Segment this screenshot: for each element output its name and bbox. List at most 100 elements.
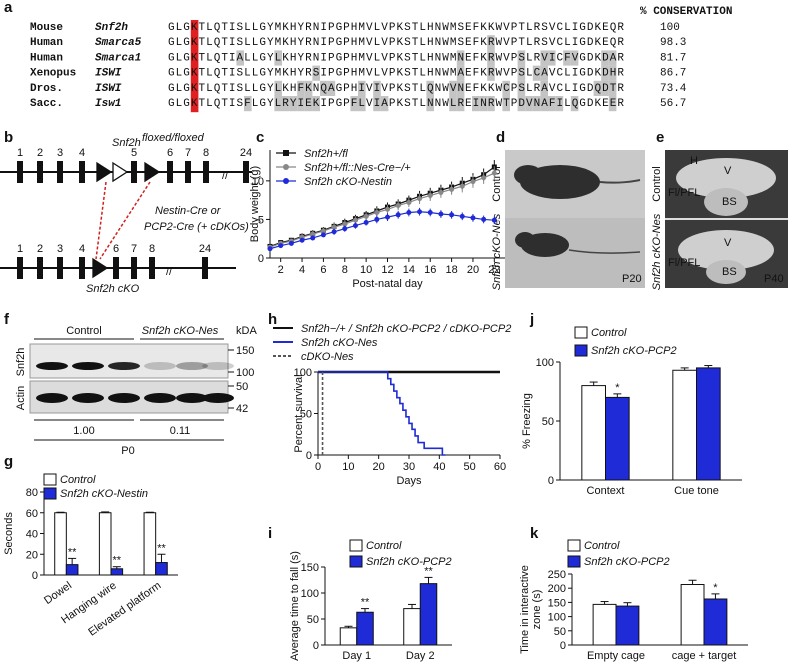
y-tick-label: 20 <box>26 549 38 561</box>
diff-shade <box>380 96 389 112</box>
marker-label: 150 <box>236 345 254 357</box>
y-tick-label: 0 <box>548 475 554 487</box>
y-tick-label: 0 <box>560 640 566 652</box>
conservation: 100 <box>660 22 680 34</box>
bar <box>419 583 438 646</box>
point <box>363 213 369 219</box>
y-tick-label: 0 <box>306 450 312 462</box>
diff-shade <box>548 96 556 112</box>
x-tick-label: 20 <box>467 264 479 276</box>
x-tick-label: 10 <box>342 461 354 473</box>
diff-shade <box>456 96 465 112</box>
y-tick-label: 10 <box>252 176 264 188</box>
y-tick-label: 5 <box>258 214 264 226</box>
band <box>176 362 208 370</box>
bar <box>403 608 421 646</box>
loxp <box>96 161 113 183</box>
panel-letter: a <box>4 0 13 16</box>
point <box>491 217 497 223</box>
exon-number: 1 <box>17 147 23 159</box>
diff-shade <box>570 50 579 66</box>
significance: ** <box>424 565 433 577</box>
legend-label: Snf2h cKO-PCP2 <box>591 345 677 357</box>
exon <box>131 257 137 279</box>
point <box>449 186 455 192</box>
legend-label: Control <box>591 327 627 339</box>
region-label: V <box>724 237 732 249</box>
y-axis-label: Average time to fall (s) <box>289 551 301 661</box>
band <box>72 393 104 403</box>
bar <box>356 611 374 646</box>
photo-label: Snf2h cKO-Nes <box>651 213 663 290</box>
diff-shade <box>282 96 290 112</box>
species: Human <box>30 37 63 49</box>
significance: ** <box>157 542 166 554</box>
x-tick-label: 12 <box>381 264 393 276</box>
x-axis-label: Post-natal day <box>352 278 423 290</box>
band <box>36 362 68 370</box>
region-label: Fl/PFL <box>668 187 700 199</box>
band <box>202 393 234 403</box>
point <box>395 212 401 218</box>
diff-shade <box>608 65 617 81</box>
legend-label: Control <box>584 540 620 552</box>
point <box>288 240 294 246</box>
point <box>427 193 433 199</box>
allele-sup: floxed/floxed <box>142 132 205 144</box>
legend-marker <box>283 178 289 184</box>
significance: * <box>713 582 718 594</box>
y-tick-label: 0 <box>313 640 319 652</box>
x-tick-label: 6 <box>320 264 326 276</box>
point <box>331 229 337 235</box>
legend-label: Snf2h cKO-PCP2 <box>366 556 452 568</box>
species: Dros. <box>30 83 63 95</box>
exon <box>167 161 173 183</box>
region-label: V <box>724 165 732 177</box>
diff-shade <box>525 96 533 112</box>
exon <box>113 257 119 279</box>
exon-number: 6 <box>113 243 119 255</box>
diff-shade <box>456 65 465 81</box>
panel-letter: k <box>530 525 539 542</box>
diff-shade <box>358 80 366 96</box>
legend-label: Snf2h+/fl <box>304 148 348 160</box>
ko-label: Snf2h cKO <box>86 283 140 295</box>
x-tick-label: 10 <box>360 264 372 276</box>
point <box>470 179 476 185</box>
diff-shade <box>449 80 457 96</box>
loxp <box>92 257 109 279</box>
group-label: Control <box>66 325 101 337</box>
diff-shade <box>570 96 579 112</box>
band <box>176 393 208 403</box>
x-tick-label: 22 <box>488 264 500 276</box>
photo-e <box>665 150 788 288</box>
x-tick-label: 16 <box>424 264 436 276</box>
x-tick-label: 2 <box>278 264 284 276</box>
diff-shade <box>540 96 548 112</box>
band <box>144 362 176 370</box>
x-tick-label: Empty cage <box>587 650 645 662</box>
exon-number: 24 <box>199 243 211 255</box>
point <box>449 212 455 218</box>
point <box>395 203 401 209</box>
diff-shade <box>274 80 282 96</box>
point <box>267 246 273 252</box>
point <box>342 221 348 227</box>
diff-shade <box>320 80 328 96</box>
exon-number: 1 <box>17 243 23 255</box>
diff-shade <box>540 50 548 66</box>
exon <box>37 161 43 183</box>
diff-shade <box>244 96 252 112</box>
bar <box>339 627 358 646</box>
diff-shade <box>608 50 617 66</box>
exon <box>149 257 155 279</box>
diff-shade <box>304 96 313 112</box>
y-tick-label: 60 <box>26 508 38 520</box>
point <box>278 243 284 249</box>
age-label: P0 <box>121 445 134 457</box>
bar <box>696 367 721 481</box>
photo-label: Snf2h cKO-Nes <box>491 213 503 290</box>
sequence: GLGKTLQTIALLGYLKHYRNIPGPHMVLVPKSTLHNWMNE… <box>168 52 624 64</box>
x-tick-label: 30 <box>403 461 415 473</box>
survival-line <box>318 371 446 456</box>
